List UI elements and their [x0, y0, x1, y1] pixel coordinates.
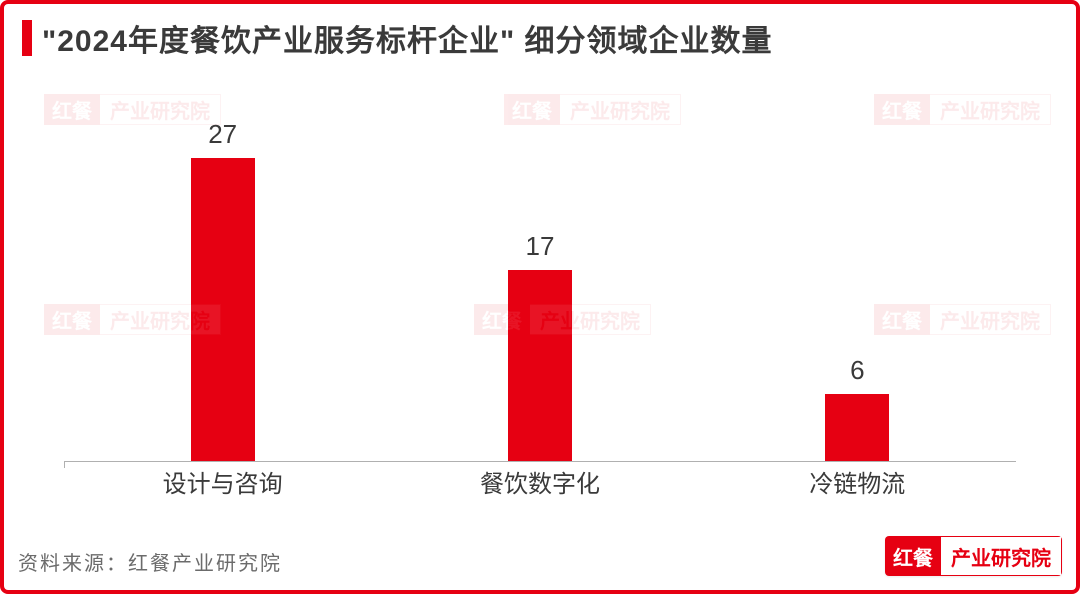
labels-container: 设计与咨询餐饮数字化冷链物流: [64, 462, 1016, 500]
bar: [825, 394, 889, 461]
logo-badge: 红餐 产业研究院: [885, 536, 1062, 576]
bar-group: 6: [699, 355, 1016, 461]
chart-title: "2024年度餐饮产业服务标杆企业" 细分领域企业数量: [42, 16, 773, 60]
bar: [191, 158, 255, 461]
bar-value-label: 27: [208, 119, 237, 150]
bar: [508, 270, 572, 461]
bar-value-label: 6: [850, 355, 864, 386]
category-label: 设计与咨询: [64, 464, 381, 499]
logo-left: 红餐: [885, 536, 941, 576]
bars-container: 27 17 6: [64, 84, 1016, 461]
category-label: 餐饮数字化: [381, 464, 698, 499]
chart-area: 27 17 6 设计与咨询餐饮数字化冷链物流: [64, 84, 1016, 500]
source-attribution: 资料来源：红餐产业研究院: [18, 547, 282, 576]
bar-group: 27: [64, 119, 381, 461]
category-label: 冷链物流: [699, 464, 1016, 499]
logo-right: 产业研究院: [941, 536, 1062, 576]
title-row: "2024年度餐饮产业服务标杆企业" 细分领域企业数量: [22, 16, 1058, 60]
bar-value-label: 17: [526, 231, 555, 262]
title-accent-bar: [22, 20, 32, 56]
chart-frame: "2024年度餐饮产业服务标杆企业" 细分领域企业数量 27 17 6 设计与咨询餐…: [0, 0, 1080, 594]
bar-group: 17: [381, 231, 698, 461]
